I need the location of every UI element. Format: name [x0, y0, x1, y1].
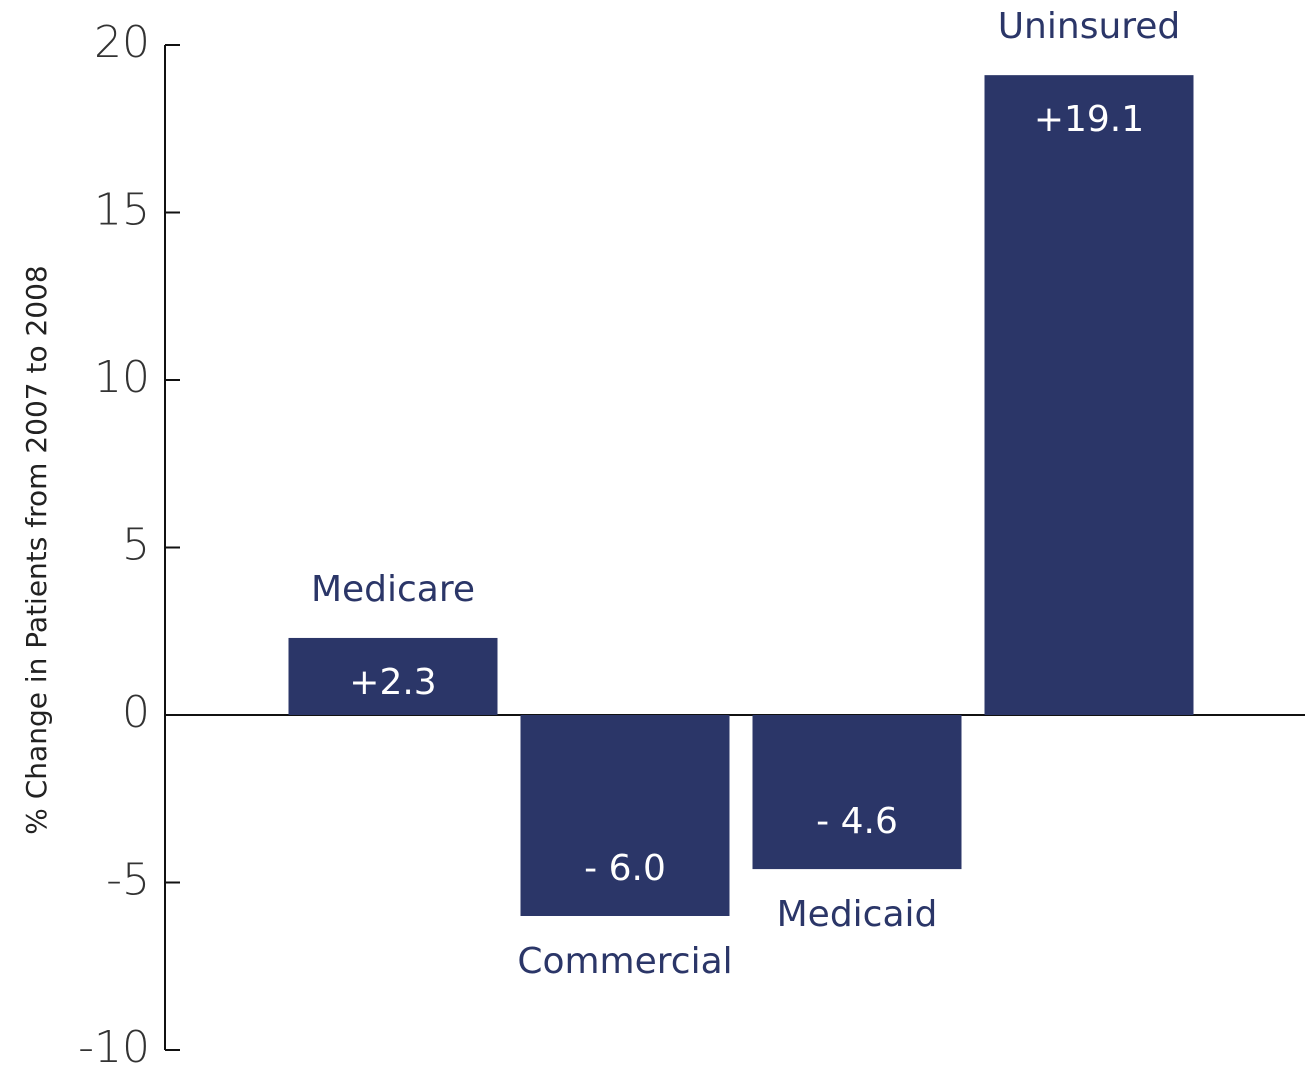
y-tick-label: 5 [122, 520, 150, 571]
category-label: Medicare [311, 569, 475, 610]
y-tick-label: -5 [106, 855, 150, 906]
y-axis-label: % Change in Patients from 2007 to 2008 [20, 265, 53, 835]
bar [752, 715, 962, 870]
y-tick-label: 0 [122, 687, 150, 738]
category-label: Medicaid [777, 894, 938, 935]
bar [288, 637, 498, 715]
bar [520, 715, 730, 916]
value-label: - 4.6 [816, 801, 898, 842]
bar [984, 75, 1194, 715]
value-label: - 6.0 [584, 848, 666, 889]
y-tick-label: -10 [78, 1022, 150, 1073]
value-label: +19.1 [1034, 99, 1144, 140]
category-label: Commercial [517, 941, 732, 982]
y-tick-label: 10 [94, 352, 150, 403]
value-label: +2.3 [349, 662, 436, 703]
y-tick-label: 15 [94, 185, 150, 236]
y-tick-label: 20 [94, 17, 150, 68]
category-label: Uninsured [998, 6, 1181, 47]
